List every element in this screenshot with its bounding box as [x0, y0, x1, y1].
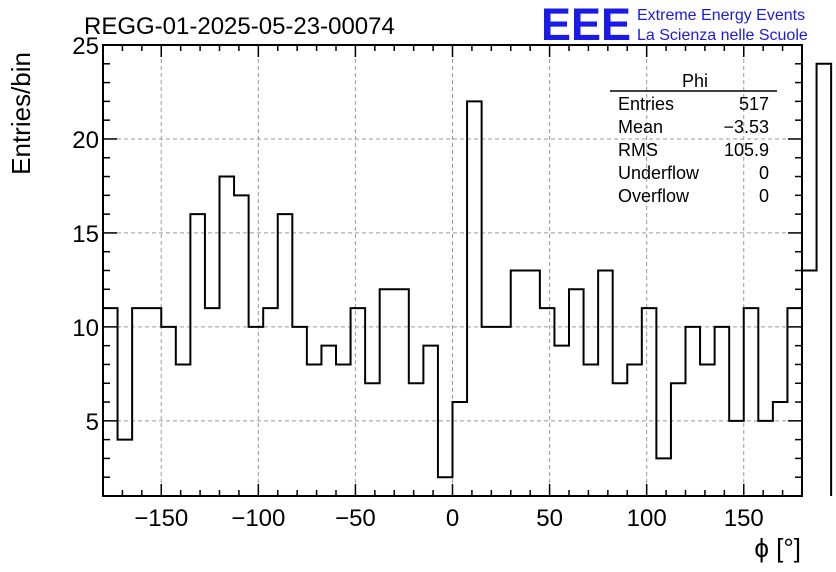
x-tick-label: 150	[724, 505, 764, 532]
stats-value-overflow: 0	[759, 186, 769, 206]
x-tick-label: 50	[536, 505, 563, 532]
x-axis-label: ϕ [°]	[754, 533, 801, 563]
axis-ticks: −150 −100 −50 0 50 100 150 5 10 15 20 25	[72, 33, 803, 532]
stats-value-entries: 517	[739, 94, 769, 114]
y-tick-label: 20	[72, 127, 99, 154]
stats-label-rms: RMS	[618, 140, 658, 160]
eee-logo-line1: Extreme Energy Events	[637, 7, 805, 24]
stats-label-overflow: Overflow	[618, 186, 690, 206]
eee-logo-line2: La Scienza nelle Scuole	[637, 27, 808, 44]
stats-value-rms: 105.9	[724, 140, 769, 160]
x-tick-label: −150	[134, 505, 188, 532]
stats-label-mean: Mean	[618, 117, 663, 137]
stats-label-underflow: Underflow	[618, 163, 700, 183]
chart-title: REGG-01-2025-05-23-00074	[84, 13, 395, 40]
histogram-series	[102, 62, 833, 496]
y-tick-label: 10	[72, 315, 99, 342]
eee-logo: EEE Extreme Energy Events La Scienza nel…	[541, 0, 808, 50]
stats-label-entries: Entries	[618, 94, 674, 114]
x-tick-label: 0	[446, 505, 459, 532]
y-axis-label: Entries/bin	[6, 52, 36, 175]
y-tick-label: 5	[86, 409, 99, 436]
eee-logo-mark: EEE	[541, 0, 631, 50]
x-tick-label: −100	[231, 505, 285, 532]
y-tick-label: 25	[72, 33, 99, 60]
stats-box: Phi Entries 517 Mean −3.53 RMS 105.9 Und…	[610, 71, 777, 206]
stats-value-underflow: 0	[759, 163, 769, 183]
x-tick-label: −50	[335, 505, 376, 532]
x-tick-label: 100	[627, 505, 667, 532]
y-tick-label: 15	[72, 221, 99, 248]
stats-box-title: Phi	[682, 71, 708, 91]
stats-value-mean: −3.53	[723, 117, 769, 137]
